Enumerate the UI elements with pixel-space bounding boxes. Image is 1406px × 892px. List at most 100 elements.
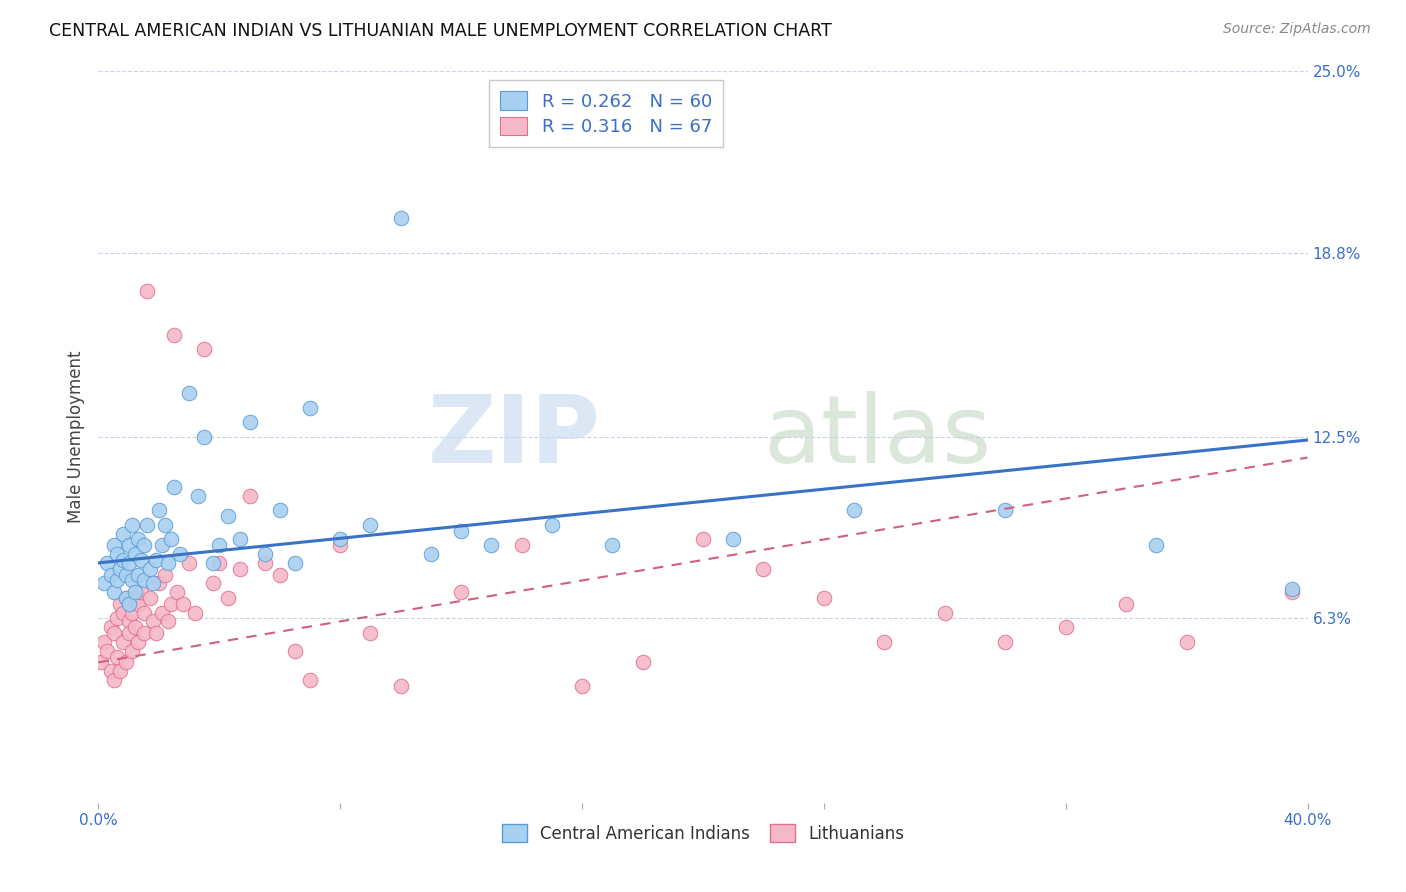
Point: [1054, 620, 1077, 634]
Point: [121, 517, 143, 532]
Point: [481, 538, 503, 552]
Point: [813, 591, 835, 605]
Point: [360, 626, 382, 640]
Point: [114, 656, 136, 670]
Text: CENTRAL AMERICAN INDIAN VS LITHUANIAN MALE UNEMPLOYMENT CORRELATION CHART: CENTRAL AMERICAN INDIAN VS LITHUANIAN MA…: [49, 22, 832, 40]
Point: [153, 567, 176, 582]
Legend: Central American Indians, Lithuanians: Central American Indians, Lithuanians: [495, 818, 911, 849]
Point: [450, 524, 472, 538]
Point: [129, 585, 152, 599]
Text: atlas: atlas: [763, 391, 991, 483]
Point: [121, 574, 143, 588]
Point: [118, 615, 141, 629]
Point: [105, 611, 128, 625]
Point: [124, 591, 146, 605]
Point: [284, 643, 307, 657]
Point: [118, 538, 141, 552]
Point: [229, 533, 252, 547]
Point: [105, 574, 128, 588]
Point: [420, 547, 443, 561]
Point: [389, 211, 412, 225]
Point: [132, 626, 155, 640]
Point: [253, 547, 276, 561]
Point: [103, 626, 125, 640]
Point: [108, 664, 131, 678]
Point: [172, 597, 194, 611]
Point: [118, 597, 141, 611]
Point: [360, 517, 382, 532]
Point: [108, 597, 131, 611]
Point: [163, 480, 186, 494]
Point: [127, 635, 149, 649]
Point: [193, 430, 215, 444]
Point: [692, 533, 714, 547]
Point: [873, 635, 896, 649]
Point: [127, 533, 149, 547]
Point: [202, 576, 225, 591]
Point: [166, 585, 188, 599]
Point: [239, 489, 262, 503]
Point: [1115, 597, 1137, 611]
Point: [90, 656, 112, 670]
Point: [111, 553, 134, 567]
Point: [160, 533, 183, 547]
Point: [105, 649, 128, 664]
Point: [156, 556, 179, 570]
Point: [208, 538, 231, 552]
Point: [844, 503, 866, 517]
Point: [132, 538, 155, 552]
Point: [253, 556, 276, 570]
Point: [127, 597, 149, 611]
Point: [156, 615, 179, 629]
Point: [132, 606, 155, 620]
Point: [135, 517, 157, 532]
Point: [96, 556, 118, 570]
Point: [100, 620, 122, 634]
Point: [217, 509, 239, 524]
Point: [142, 615, 165, 629]
Point: [124, 585, 146, 599]
Point: [389, 679, 412, 693]
Point: [111, 606, 134, 620]
Point: [111, 526, 134, 541]
Point: [96, 643, 118, 657]
Point: [124, 620, 146, 634]
Point: [1281, 585, 1303, 599]
Point: [1144, 538, 1167, 552]
Point: [269, 567, 291, 582]
Point: [934, 606, 956, 620]
Point: [93, 635, 115, 649]
Point: [510, 538, 533, 552]
Point: [111, 635, 134, 649]
Y-axis label: Male Unemployment: Male Unemployment: [66, 351, 84, 524]
Point: [179, 386, 201, 401]
Point: [571, 679, 593, 693]
Point: [202, 556, 225, 570]
Point: [299, 401, 322, 415]
Point: [135, 284, 157, 298]
Point: [108, 562, 131, 576]
Point: [540, 517, 562, 532]
Point: [150, 538, 173, 552]
Point: [93, 576, 115, 591]
Point: [100, 567, 122, 582]
Point: [179, 556, 201, 570]
Point: [127, 567, 149, 582]
Point: [148, 576, 170, 591]
Point: [163, 327, 186, 342]
Point: [450, 585, 472, 599]
Point: [114, 591, 136, 605]
Point: [148, 503, 170, 517]
Point: [103, 585, 125, 599]
Point: [160, 597, 183, 611]
Point: [193, 343, 215, 357]
Point: [118, 556, 141, 570]
Point: [100, 664, 122, 678]
Point: [121, 606, 143, 620]
Point: [602, 538, 624, 552]
Point: [1281, 582, 1303, 597]
Point: [329, 538, 352, 552]
Text: ZIP: ZIP: [427, 391, 600, 483]
Point: [145, 553, 167, 567]
Point: [139, 591, 162, 605]
